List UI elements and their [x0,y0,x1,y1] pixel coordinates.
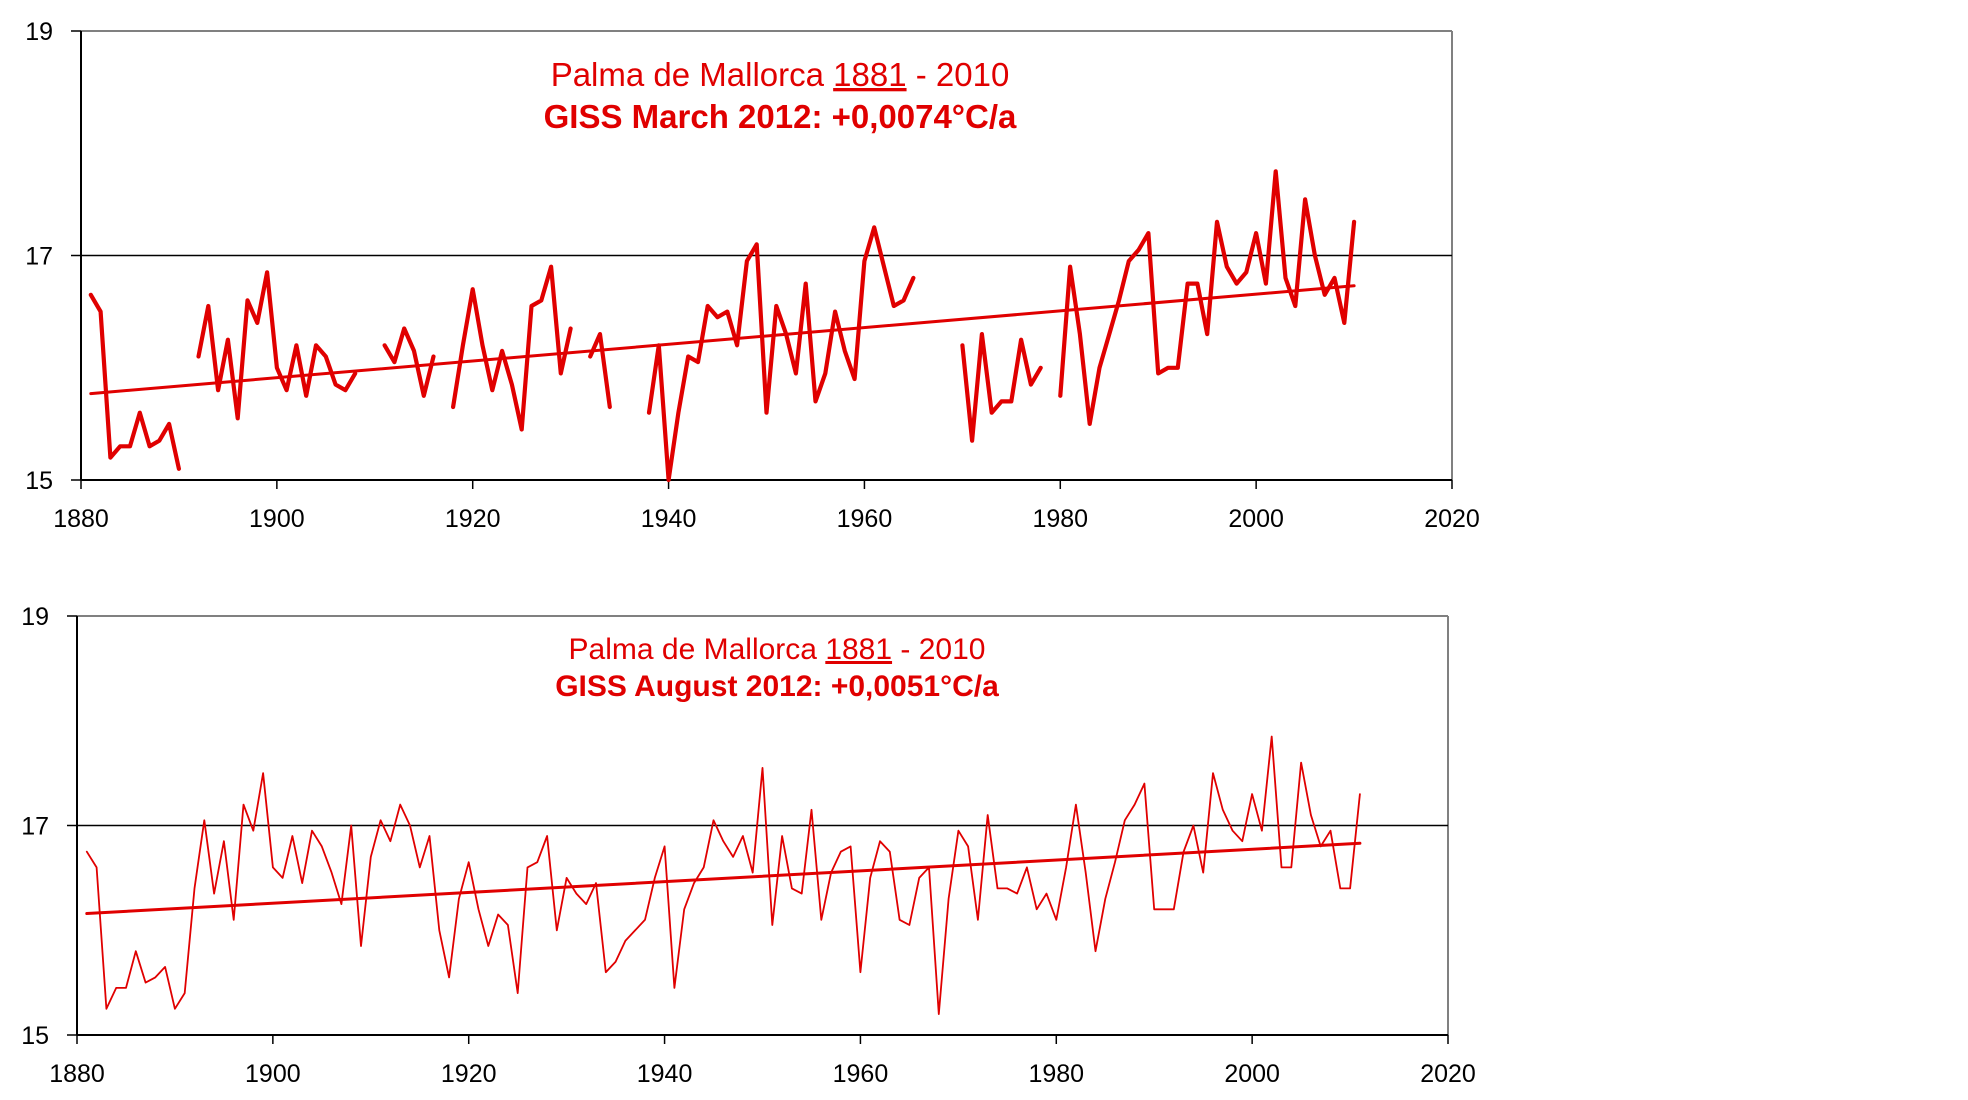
chart1-title-place: Palma de Mallorca [551,56,833,93]
chart1-y-tick-label: 15 [25,467,53,495]
chart2-x-tick-label: 1920 [441,1060,497,1088]
chart2-title-place: Palma de Mallorca [569,633,826,666]
chart1-x-tick-label: 2000 [1228,505,1284,533]
chart2-x-tick-label: 2000 [1224,1060,1280,1088]
chart2-y-tick-label: 19 [21,603,49,631]
chart1-x-tick-label: 2020 [1424,505,1480,533]
chart1-trend-line [89,284,1356,396]
chart2-x-tick-label: 1940 [637,1060,693,1088]
chart1-data-line [88,169,1357,483]
chart2-y-tick-label: 17 [21,813,49,841]
chart2-x-tick-label: 1960 [833,1060,889,1088]
chart2-data-line [85,735,1361,1015]
chart2-title-line1: Palma de Mallorca 1881 - 2010 [569,633,986,666]
chart2-trend-line [85,841,1362,915]
chart2-title-start-year: 1881 [825,633,892,666]
chart1-x-tick-label: 1980 [1032,505,1088,533]
chart2-x-tick-label: 2020 [1420,1060,1476,1088]
chart1-x-tick-label: 1900 [249,505,305,533]
chart2-x-tick-label: 1880 [49,1060,105,1088]
chart2-title-end-year: - 2010 [892,633,985,666]
chart2-y-tick-label: 15 [21,1022,49,1050]
chart1-x-tick-label: 1960 [837,505,893,533]
chart1-y-tick-label: 17 [25,243,53,271]
chart1-x-tick-label: 1940 [641,505,697,533]
chart1-x-tick-label: 1880 [53,505,109,533]
chart1-title-line2: GISS March 2012: +0,0074°C/a [544,98,1017,135]
chart1-title-end-year: - 2010 [907,56,1010,93]
chart1-y-tick-label: 19 [25,18,53,46]
chart2-x-tick-label: 1980 [1028,1060,1084,1088]
chart1-title-start-year: 1881 [833,56,906,93]
chart2-x-tick-label: 1900 [245,1060,301,1088]
chart1-x-tick-label: 1920 [445,505,501,533]
chart1-title-line1: Palma de Mallorca 1881 - 2010 [551,56,1010,93]
chart2-title-line2: GISS August 2012: +0,0051°C/a [555,670,999,703]
